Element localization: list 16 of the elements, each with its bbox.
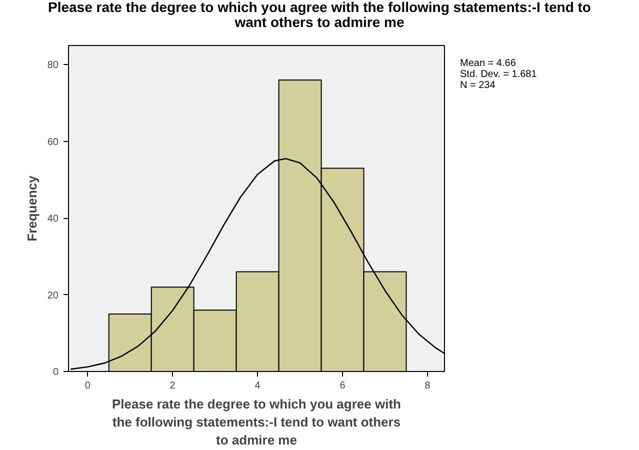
text: N = 234 [460,80,496,91]
y-tick-label: 40 [47,214,59,225]
x-tick-label: 8 [424,380,431,392]
y-tick-label: 60 [47,136,59,148]
chart-title: Please rate the degree to which you agree with the following statements:-I tend to want others to admire me [48,0,591,30]
x-axis-title: Please rate the degree to which you agree with the following statements:-I tend to want others to admire me [112,396,402,448]
x-tick-label: 4 [254,380,261,392]
x-tick-label: 0 [84,380,91,392]
y-axis-title: Frequency [24,174,40,242]
text: Mean = 4.66 [460,58,516,69]
y-tick-label: 0 [52,367,59,378]
x-tick-label: 2 [170,380,176,392]
text: Std. Dev. = 1.681 [460,69,537,80]
x-tick-label: 6 [340,380,346,392]
y-tick-label: 20 [47,290,59,302]
y-tick-label: 80 [47,60,59,72]
